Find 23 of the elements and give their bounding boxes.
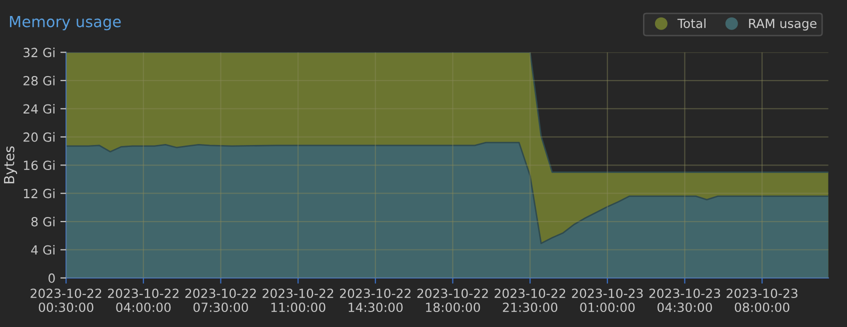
y-tick-label: 32 Gi xyxy=(24,48,54,58)
x-tick-label: 2023-10-22 00:30:00 xyxy=(30,288,102,312)
x-tick-label: 2023-10-22 18:00:00 xyxy=(417,288,488,312)
x-tick-label: 2023-10-23 04:30:00 xyxy=(649,288,720,312)
x-tick-label: 2023-10-23 08:00:00 xyxy=(726,288,798,312)
legend-label: RAM usage xyxy=(749,18,816,31)
x-tick-label: 2023-10-23 01:00:00 xyxy=(572,288,643,312)
y-tick-label: 28 Gi xyxy=(24,76,54,86)
x-tick-label: 2023-10-22 04:00:00 xyxy=(108,288,178,312)
x-tick-label: 2023-10-22 21:30:00 xyxy=(494,288,566,312)
x-tick-label: 2023-10-22 14:30:00 xyxy=(340,288,410,312)
x-tick-label: 2023-10-22 11:00:00 xyxy=(262,288,334,312)
legend-label: Total xyxy=(677,18,706,28)
y-tick-label: 12 Gi xyxy=(24,188,54,198)
y-tick-label: 4 Gi xyxy=(31,244,54,255)
chart-title: Memory usage xyxy=(10,16,121,30)
y-axis-title: Bytes xyxy=(4,146,18,184)
x-tick-label: 2023-10-22 07:30:00 xyxy=(185,288,256,312)
y-tick-label: 8 Gi xyxy=(31,216,54,226)
y-tick-label: 16 Gi xyxy=(24,160,54,170)
y-tick-label: 0 xyxy=(48,273,55,283)
y-tick-label: 24 Gi xyxy=(24,104,54,114)
y-tick-label: 20 Gi xyxy=(24,132,54,142)
